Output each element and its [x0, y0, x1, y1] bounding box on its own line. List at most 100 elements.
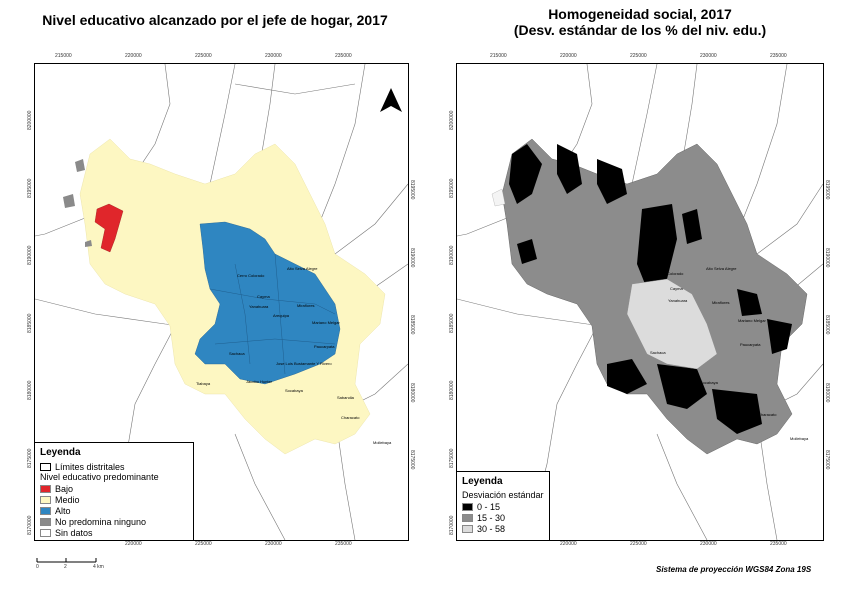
- y-tick: 8200000: [27, 110, 33, 130]
- scale-label: 4 km: [93, 564, 104, 570]
- place-label: Jacobo Hunter: [246, 379, 273, 384]
- y-tick: 8180000: [449, 380, 455, 400]
- y-tick: 8195000: [449, 178, 455, 198]
- y-tick: 8185000: [824, 315, 830, 335]
- x-tick: 235000: [770, 541, 787, 547]
- place-label: Mariano Melgar: [312, 320, 340, 325]
- legend-label: Alto: [55, 505, 71, 516]
- legend-row: Bajo: [40, 483, 193, 494]
- place-label: Paucarpata: [740, 342, 761, 347]
- bajo-zone: [94, 203, 124, 253]
- scale-bar-graphic: [36, 558, 97, 563]
- right-map-frame: [456, 63, 824, 541]
- x-tick: 230000: [265, 541, 282, 547]
- scale-bar: 0 2 4 km: [36, 556, 106, 576]
- y-tick: 8175000: [449, 448, 455, 468]
- alto-zone: [194, 221, 341, 385]
- projection-note: Sistema de proyección WGS84 Zona 19S: [656, 565, 812, 574]
- y-tick: 8185000: [27, 313, 33, 333]
- place-label: Miraflores: [297, 303, 315, 308]
- right-map-title-sub: (Desv. estándar de los % del niv. edu.): [513, 22, 767, 38]
- x-tick: 230000: [700, 541, 717, 547]
- legend-row: 30 - 58: [462, 523, 549, 534]
- legend-row: 15 - 30: [462, 512, 549, 523]
- legend-swatch: [40, 495, 51, 504]
- place-label: Characato: [341, 415, 360, 420]
- place-label: Jose Luis Bustamante Y Rivero: [276, 361, 332, 366]
- std-30-58-zone: [626, 278, 718, 370]
- legend-label: Límites distritales: [55, 461, 125, 472]
- legend-title: Leyenda: [40, 447, 81, 458]
- legend-row: 0 - 15: [462, 501, 549, 512]
- legend-swatch: [462, 502, 473, 511]
- left-map-title: Nivel educativo alcanzado por el jefe de…: [42, 12, 388, 28]
- no-predomina-zones: [63, 159, 92, 247]
- x-tick: 230000: [265, 53, 282, 59]
- legend-row: No predomina ninguno: [40, 516, 193, 527]
- legend-label: No predomina ninguno: [55, 516, 147, 527]
- legend-subtitle: Nivel educativo predominante: [40, 472, 159, 482]
- y-tick: 8180000: [824, 383, 830, 403]
- place-label: Alto Selva Alegre: [287, 266, 318, 271]
- x-tick: 220000: [125, 541, 142, 547]
- x-tick: 235000: [335, 53, 352, 59]
- legend-swatch: [462, 513, 473, 522]
- legend-swatch: [40, 462, 51, 471]
- x-tick: 225000: [195, 53, 212, 59]
- place-label: Tiabaya: [196, 381, 211, 386]
- x-tick: 215000: [490, 53, 507, 59]
- legend-label: 30 - 58: [477, 523, 506, 534]
- y-tick: 8190000: [409, 248, 415, 268]
- y-tick: 8175000: [409, 450, 415, 470]
- place-label: Yanahuara: [249, 304, 269, 309]
- legend-subtitle: Desviación estándar: [462, 490, 544, 500]
- y-tick: 8190000: [449, 245, 455, 265]
- place-label: Alto Selva Alegre: [706, 266, 737, 271]
- place-label: Jacobo Hunter: [667, 378, 694, 383]
- y-tick: 8170000: [27, 515, 33, 535]
- place-label: Socabaya: [285, 388, 303, 393]
- place-label: Cayma: [257, 294, 270, 299]
- place-label: Sachaca: [650, 350, 666, 355]
- y-tick: 8175000: [824, 450, 830, 470]
- legend-title: Leyenda: [462, 476, 503, 487]
- place-label: Sabandia: [337, 395, 354, 400]
- scale-label: 2: [64, 564, 67, 570]
- right-legend: Leyenda Desviación estándar 0 - 15 15 - …: [456, 471, 550, 541]
- x-tick: 215000: [55, 53, 72, 59]
- x-tick: 220000: [125, 53, 142, 59]
- y-tick: 8195000: [27, 178, 33, 198]
- y-tick: 8185000: [409, 315, 415, 335]
- x-tick: 225000: [630, 53, 647, 59]
- place-label: Mollebaya: [373, 440, 392, 445]
- y-tick: 8180000: [27, 380, 33, 400]
- place-label: Yanahuara: [668, 298, 688, 303]
- left-legend: Leyenda Límites distritales Nivel educat…: [34, 442, 194, 541]
- place-label: Miraflores: [712, 300, 730, 305]
- legend-label: Bajo: [55, 483, 74, 494]
- place-label: Paucarpata: [314, 344, 335, 349]
- legend-label: Sin datos: [55, 527, 93, 538]
- y-tick: 8180000: [409, 383, 415, 403]
- left-map-canvas: [35, 64, 408, 540]
- urban-district-lines: [209, 253, 336, 375]
- y-tick: 8195000: [824, 180, 830, 200]
- right-map-title-main: Homogeneidad social, 2017: [548, 6, 732, 22]
- place-label: Characato: [758, 412, 777, 417]
- place-label: Cerro Colorado: [237, 273, 265, 278]
- legend-row-boundary: Límites distritales: [40, 461, 193, 472]
- y-tick: 8195000: [409, 180, 415, 200]
- x-tick: 220000: [560, 53, 577, 59]
- y-tick: 8200000: [449, 110, 455, 130]
- legend-swatch: [40, 506, 51, 515]
- legend-swatch: [462, 524, 473, 533]
- scale-label: 0: [36, 564, 39, 570]
- legend-label: 15 - 30: [477, 512, 506, 523]
- y-tick: 8185000: [449, 313, 455, 333]
- x-tick: 235000: [770, 53, 787, 59]
- legend-swatch: [40, 517, 51, 526]
- legend-row: Sin datos: [40, 527, 193, 538]
- x-tick: 230000: [700, 53, 717, 59]
- x-tick: 225000: [630, 541, 647, 547]
- right-map-canvas: [457, 64, 823, 540]
